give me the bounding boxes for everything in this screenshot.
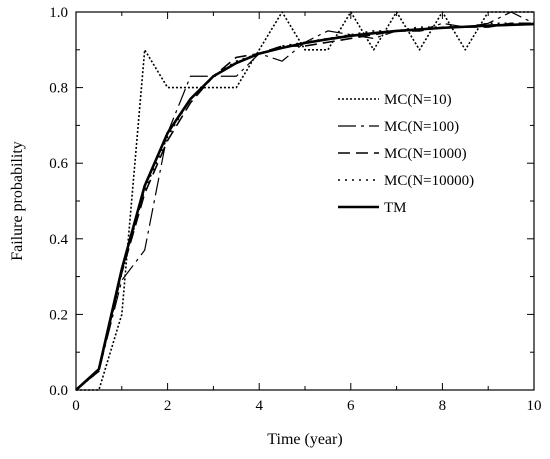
legend-label-5: TM [384, 200, 407, 216]
y-axis-ticks: 0.0 0.2 0.4 0.6 0.8 1.0 [49, 5, 534, 399]
y-tick-label: 0.4 [49, 232, 68, 248]
y-tick-label: 0.0 [49, 383, 68, 399]
y-tick-label: 1.0 [49, 5, 68, 21]
series-line-1 [76, 11, 534, 391]
x-tick-label: 4 [255, 398, 263, 414]
series-line-3 [75, 22, 534, 391]
y-tick-label: 0.6 [49, 156, 68, 172]
plot-frame [75, 11, 535, 391]
legend-label-1: MC(N=10) [384, 92, 452, 108]
x-tick-label: 2 [164, 398, 172, 414]
series-line-4 [75, 22, 534, 391]
series-line-2 [75, 11, 535, 391]
legend-label-4: MC(N=10000) [384, 173, 474, 189]
y-tick-label: 0.2 [49, 307, 68, 323]
series-line-5 [75, 22, 535, 391]
x-axis-ticks: 0 2 4 6 8 10 [72, 12, 542, 414]
legend-label-3: MC(N=1000) [384, 146, 467, 162]
y-tick-label: 0.8 [49, 81, 68, 97]
x-tick-label: 8 [439, 398, 447, 414]
plot-area: 0 2 4 6 8 10 0.0 0.2 0.4 0.6 0.8 1.0 [49, 5, 541, 414]
legend-label-2: MC(N=100) [384, 119, 459, 135]
series-layer [75, 11, 535, 391]
x-tick-label: 10 [527, 398, 542, 414]
x-tick-label: 0 [72, 398, 80, 414]
x-tick-label: 6 [347, 398, 355, 414]
x-axis-title: Time (year) [267, 431, 342, 448]
y-axis-title: Failure probability [9, 141, 26, 261]
legend: MC(N=10) MC(N=100) MC(N=1000) MC(N=10000) TM [338, 92, 474, 216]
